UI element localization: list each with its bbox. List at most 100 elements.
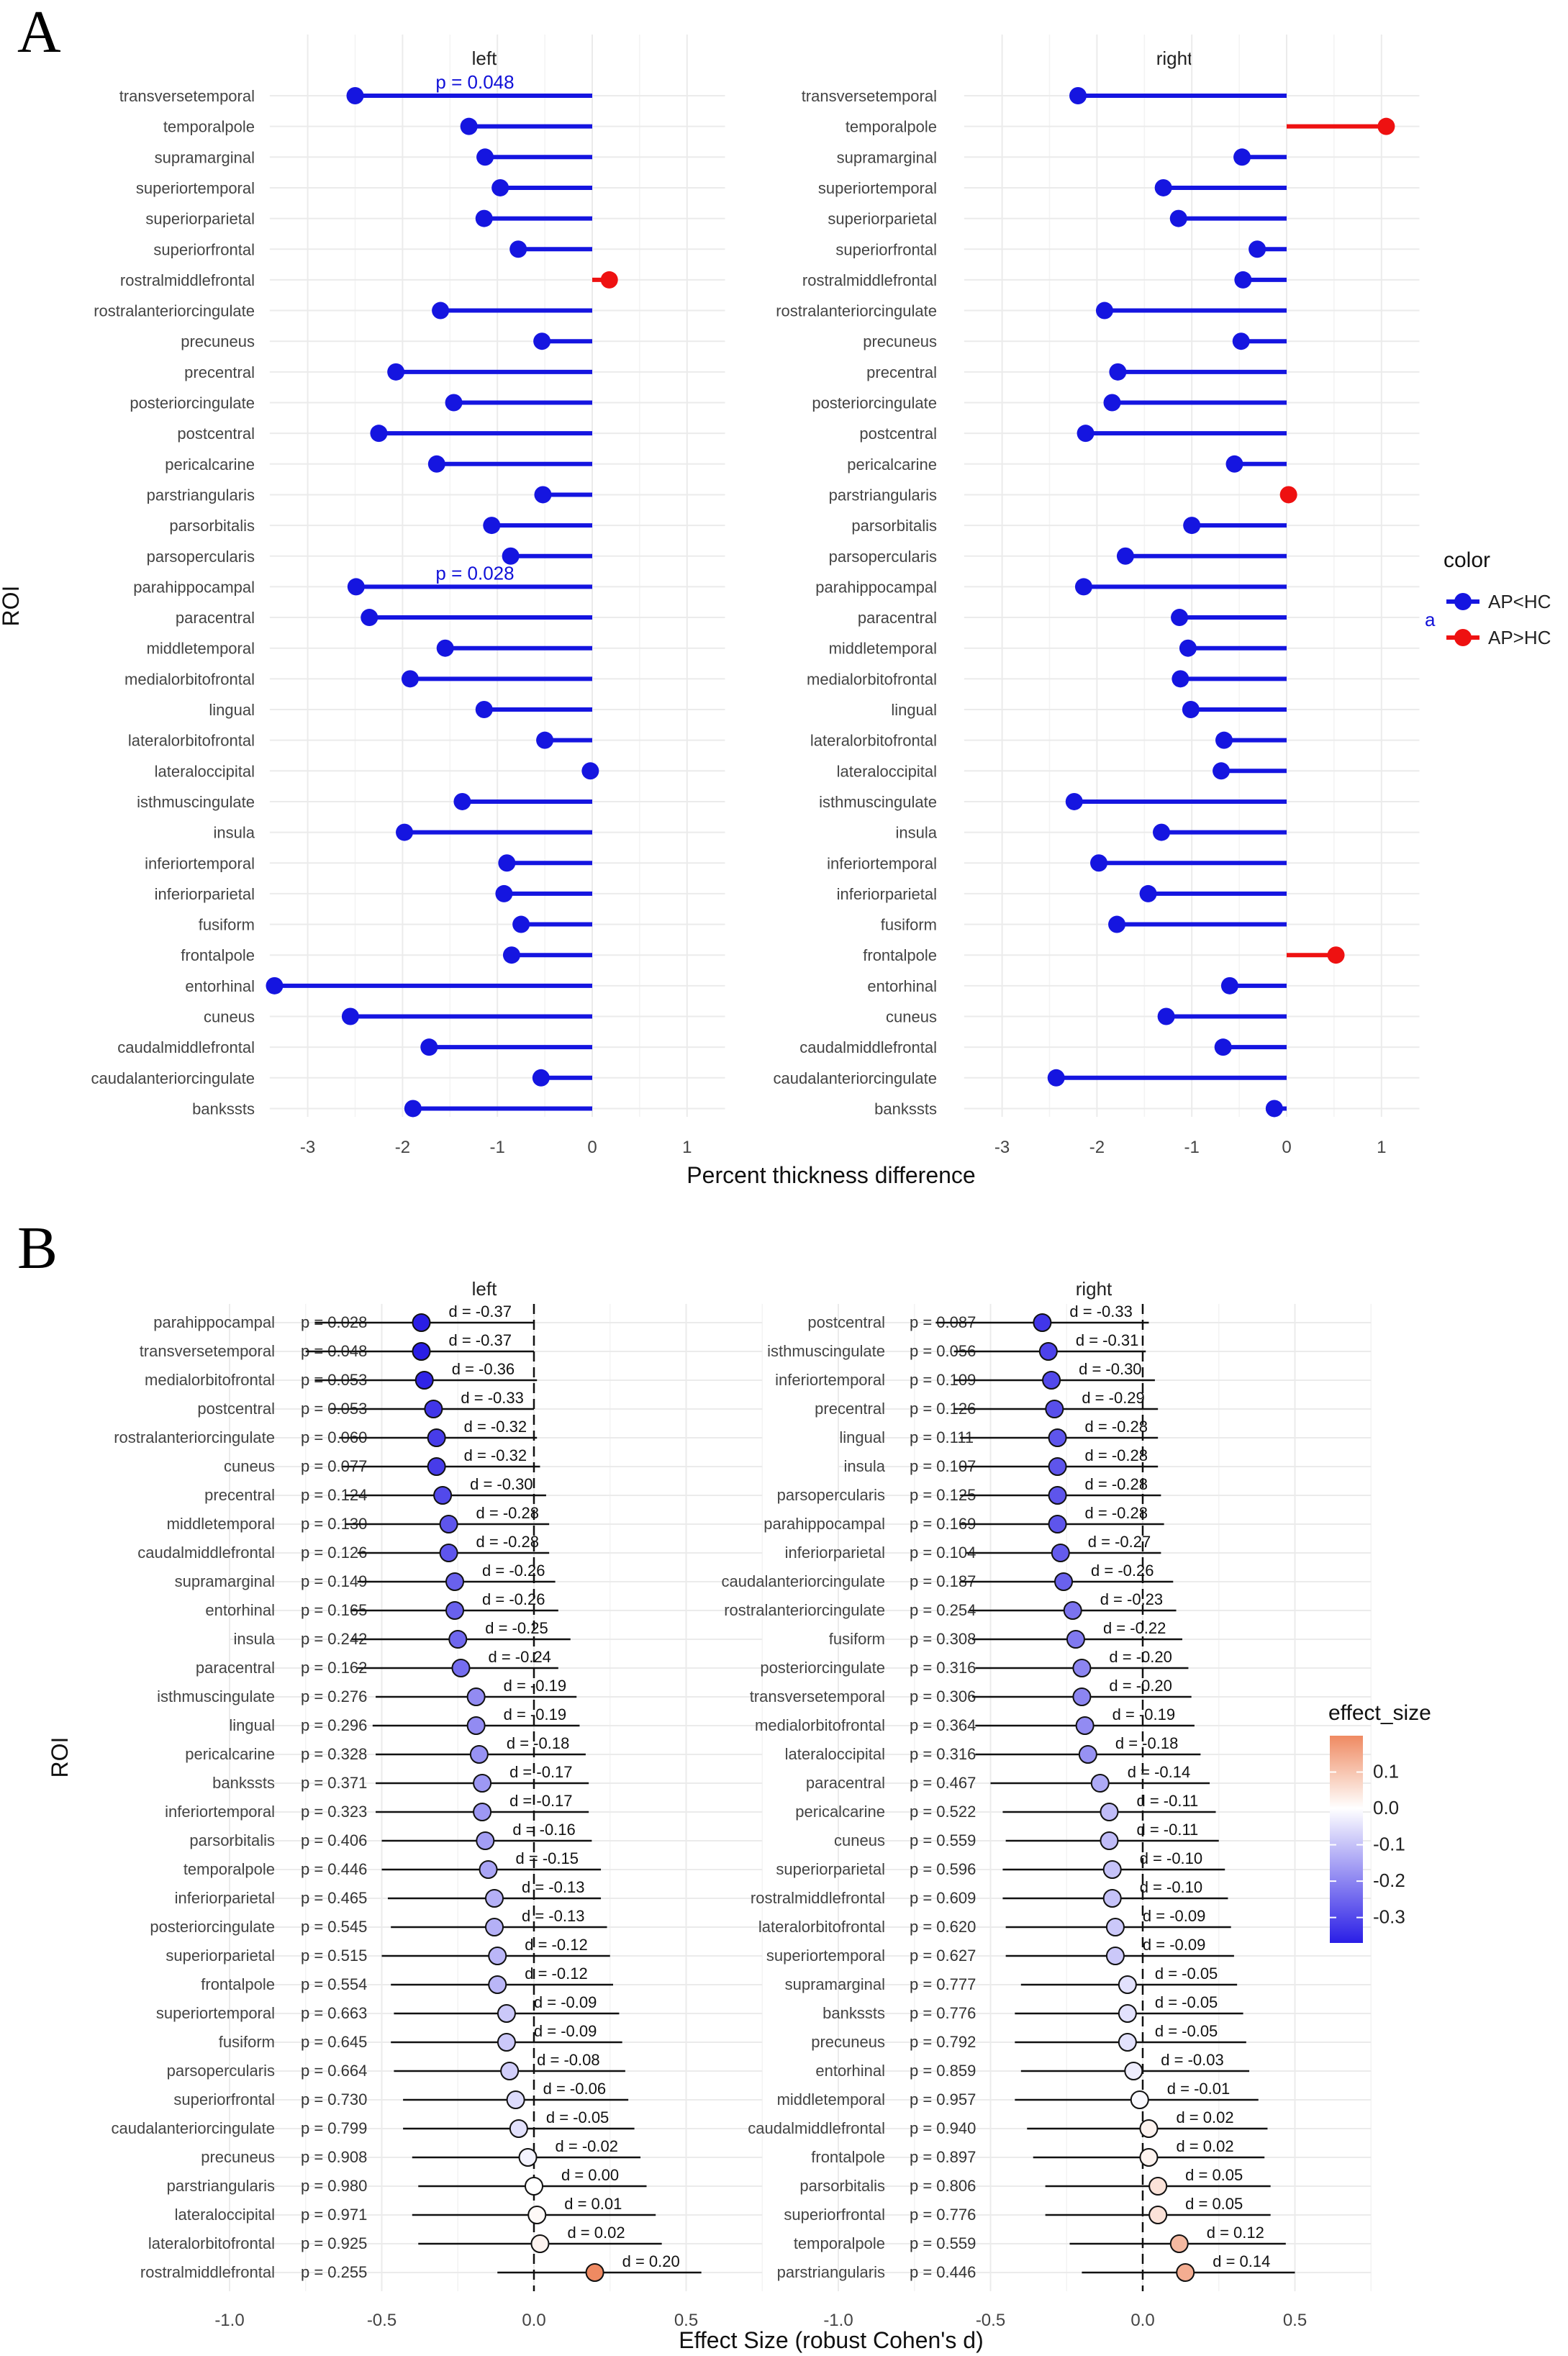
p-value-label: p = 0.620 (910, 1918, 976, 1936)
roi-label: postcentral (177, 425, 255, 443)
roi-label: precuneus (181, 332, 255, 350)
roi-label: middletemporal (777, 2090, 885, 2108)
effect-size-label: d = -0.19 (504, 1705, 566, 1723)
lollipop-point (483, 517, 501, 535)
effect-size-label: d = -0.28 (476, 1533, 539, 1551)
roi-label: entorhinal (867, 977, 937, 995)
p-value-label: p = 0.971 (301, 2206, 367, 2224)
effect-point (1130, 2090, 1149, 2109)
effect-size-label: d = -0.09 (1143, 1907, 1205, 1925)
roi-label: inferiortemporal (145, 854, 255, 872)
roi-label: medialorbitofrontal (145, 1371, 275, 1389)
roi-label: postcentral (859, 425, 937, 443)
effect-size-label: d = -0.11 (1136, 1821, 1198, 1839)
facet-strip-label: right (1076, 1278, 1112, 1300)
lollipop-point (401, 670, 419, 688)
roi-label: caudalmiddlefrontal (748, 2119, 885, 2137)
lollipop-point (1095, 302, 1113, 320)
lollipop-point (432, 302, 450, 320)
roi-label: precuneus (863, 332, 937, 350)
effect-size-label: d = 0.20 (622, 2252, 680, 2270)
lollipop-point (266, 977, 284, 994)
lollipop-point (1327, 946, 1345, 964)
roi-label: inferiorparietal (155, 885, 255, 903)
panel-a-xlabel: Percent thickness difference (686, 1162, 975, 1188)
colorbar-tick-label: 0.1 (1373, 1761, 1399, 1782)
panel-a-letter: A (17, 0, 61, 65)
effect-size-label: d = -0.12 (525, 1936, 587, 1954)
lollipop-point (512, 915, 530, 933)
p-value-label: p = 0.465 (301, 1889, 367, 1907)
p-value-label: p = 0.596 (910, 1860, 976, 1878)
legend-key-dot (1454, 593, 1472, 610)
p-value-label: p = 0.925 (301, 2234, 367, 2252)
p-value-label: p = 0.559 (910, 2234, 976, 2252)
effect-point (1048, 1457, 1067, 1476)
panel-a-legend: color AP<HC AP>HC a (1425, 548, 1551, 648)
lollipop-point (498, 854, 516, 872)
effect-point (1139, 2148, 1159, 2167)
effect-point (488, 1975, 507, 1994)
p-value-label: p = 0.897 (910, 2148, 976, 2166)
roi-label: rostralmiddlefrontal (802, 271, 937, 289)
effect-size-label: d = 0.01 (564, 2195, 622, 2213)
lollipop-point (1172, 670, 1189, 688)
roi-label: caudalmiddlefrontal (137, 1544, 275, 1562)
panel-a-ylabel: ROI (0, 586, 24, 627)
effect-point (1072, 1659, 1092, 1677)
effect-point (427, 1428, 446, 1447)
colorbar-tick-label: -0.2 (1373, 1870, 1405, 1891)
roi-label: parsopercularis (829, 548, 937, 566)
effect-size-colorbar: effect_size 0.1 0.0 -0.1 -0.2 -0.3 (1328, 1701, 1431, 1943)
lollipop-point (1234, 271, 1252, 289)
roi-label: entorhinal (205, 1601, 275, 1619)
effect-point (469, 1745, 489, 1764)
p-value-label: p = 0.104 (910, 1544, 976, 1562)
lollipop-point (1108, 915, 1126, 933)
lollipop-point (436, 639, 454, 657)
effect-point (497, 2033, 516, 2052)
effect-size-label: d = -0.28 (476, 1504, 539, 1522)
lollipop-point (581, 762, 599, 780)
roi-label: lateralorbitofrontal (148, 2234, 275, 2252)
p-value-label: p = 0.776 (910, 2004, 976, 2022)
roi-label: parahippocampal (133, 578, 255, 596)
effect-point (1169, 2234, 1189, 2253)
lollipop-point (1179, 639, 1197, 657)
p-value-label: p = 0.316 (910, 1745, 976, 1763)
effect-point (451, 1659, 471, 1677)
effect-point (1054, 1572, 1074, 1591)
effect-size-label: d = -0.26 (482, 1562, 545, 1580)
roi-label: parsorbitalis (169, 517, 255, 535)
effect-point (412, 1313, 431, 1332)
roi-label: parsopercularis (147, 548, 255, 566)
lollipop-point (1214, 1038, 1232, 1056)
roi-label: precentral (184, 363, 255, 381)
roi-label: pericalcarine (185, 1745, 275, 1763)
effect-size-label: d = -0.08 (537, 2051, 599, 2069)
x-tick-label: 0.5 (1283, 2311, 1307, 2330)
lollipop-point (1279, 486, 1297, 504)
facet-strip-label: left (472, 47, 497, 69)
roi-label: rostralanteriorcingulate (776, 302, 937, 320)
roi-label: parstriangularis (147, 486, 255, 504)
effect-point (479, 1860, 498, 1879)
lollipop-point (475, 701, 493, 718)
effect-point (473, 1803, 492, 1821)
p-value-annotation: p = 0.048 (435, 71, 514, 93)
roi-label: caudalanteriorcingulate (722, 1572, 886, 1590)
effect-point (1075, 1716, 1095, 1735)
roi-label: parahippocampal (153, 1313, 275, 1331)
roi-label: pericalcarine (847, 456, 937, 474)
x-tick-label: 0.0 (522, 2311, 545, 2330)
legend-label: AP<HC (1488, 591, 1551, 612)
lollipop-point (491, 178, 509, 196)
panel-a-right-plot: right -3 -2 -1 0 1 transversetemporal temporalp… (774, 35, 1420, 1157)
p-value-label: p = 0.664 (301, 2062, 367, 2080)
roi-label: parsorbitalis (851, 517, 937, 535)
p-value-label: p = 0.980 (301, 2177, 367, 2195)
effect-point (412, 1342, 431, 1361)
effect-size-label: d = -0.11 (1136, 1792, 1198, 1810)
roi-label: cuneus (204, 1008, 255, 1026)
effect-size-label: d = -0.06 (543, 2080, 606, 2098)
